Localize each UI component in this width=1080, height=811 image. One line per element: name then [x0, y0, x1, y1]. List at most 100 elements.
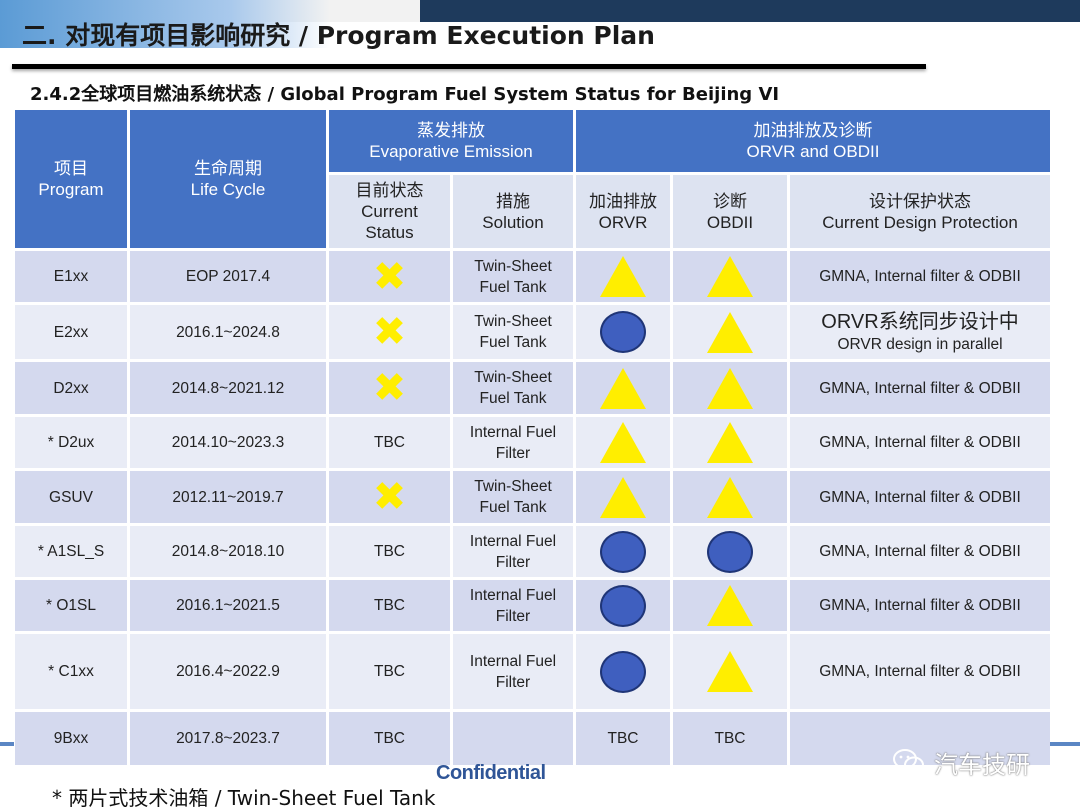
cell-current-status: TBC: [326, 709, 453, 768]
cell-solution: Internal Fuel Filter: [450, 523, 576, 580]
header-lifecycle-zh: 生命周期: [194, 159, 262, 178]
header-solution-en: Solution: [482, 212, 544, 232]
triangle-icon: [707, 311, 753, 353]
header-design-protection: 设计保护状态 Current Design Protection: [786, 172, 1054, 251]
cell-program: * A1SL_S: [12, 523, 130, 580]
cell-design-protection: [786, 709, 1054, 768]
cell-current-status: TBC: [326, 523, 453, 580]
header-evaporative: 蒸发排放 Evaporative Emission: [326, 107, 576, 175]
table-row: * C1xx 2016.4~2022.9 TBC Internal Fuel Filte…: [12, 631, 1054, 712]
top-band-accent: [0, 0, 330, 48]
triangle-icon: [707, 476, 753, 518]
cross-mark-icon: ✖: [372, 365, 407, 411]
solution-line: Twin-Sheet: [474, 369, 552, 386]
cell-lifecycle: 2016.1~2021.5: [127, 577, 329, 634]
table-row: E1xx EOP 2017.4 ✖ Twin-Sheet Fuel Tank GMNA, …: [12, 248, 1054, 305]
header-evap-zh: 蒸发排放: [417, 121, 485, 140]
triangle-icon: [600, 422, 646, 463]
page-title: 二. 对现有项目影响研究 / Program Execution Plan: [22, 21, 655, 50]
triangle-icon: [600, 476, 646, 518]
circle-icon: [600, 311, 646, 353]
cell-solution: Twin-Sheet Fuel Tank: [450, 248, 576, 305]
table-row: GSUV 2012.11~2019.7 ✖ Twin-Sheet Fuel Tank GM…: [12, 468, 1054, 526]
solution-line: Twin-Sheet: [474, 478, 552, 495]
cell-current-status: ✖: [326, 359, 453, 417]
table-row: * A1SL_S 2014.8~2018.10 TBC Internal Fuel Fi…: [12, 523, 1054, 580]
section-title: 2.4.2全球项目燃油系统状态 / Global Program Fuel Sy…: [30, 84, 780, 105]
header-orvr-obd-zh: 加油排放及诊断: [753, 121, 873, 140]
table-row: * O1SL 2016.1~2021.5 TBC Internal Fuel Filte…: [12, 577, 1054, 634]
triangle-icon: [600, 256, 646, 297]
wechat-icon: [893, 749, 924, 774]
cell-design-protection: GMNA, Internal filter & ODBII: [786, 359, 1054, 417]
cell-program: 9Bxx: [12, 709, 130, 768]
header-current-en-1: Current: [361, 202, 418, 221]
solution-line: Filter: [495, 607, 531, 625]
cell-orvr: [573, 523, 673, 580]
solution-line: Internal Fuel: [469, 586, 557, 604]
header-solution-zh: 措施: [496, 191, 530, 211]
cell-solution: Internal Fuel Filter: [450, 631, 576, 712]
cell-program: * C1xx: [12, 631, 130, 712]
cell-obd: [670, 414, 790, 471]
cell-lifecycle: 2016.4~2022.9: [127, 631, 329, 712]
table-body: E1xx EOP 2017.4 ✖ Twin-Sheet Fuel Tank GMNA, …: [12, 248, 1054, 768]
header-program-en: Program: [38, 180, 104, 199]
cell-design-protection: GMNA, Internal filter & ODBII: [786, 414, 1054, 471]
header-current-en-2: Status: [365, 223, 414, 242]
cell-orvr: [573, 248, 673, 305]
cell-obd: [670, 248, 790, 305]
table-row: E2xx 2016.1~2024.8 ✖ Twin-Sheet Fuel Tank ORV…: [12, 302, 1054, 362]
watermark: 汽车技研: [892, 745, 1052, 779]
cell-lifecycle: 2014.10~2023.3: [127, 414, 329, 471]
cross-mark-icon: ✖: [372, 474, 407, 520]
confidential-label: Confidential: [436, 762, 546, 784]
header-lifecycle-en: Life Cycle: [190, 180, 266, 199]
triangle-icon: [600, 367, 646, 409]
cell-obd: [670, 631, 790, 712]
cell-program: D2xx: [12, 359, 130, 417]
cell-lifecycle: EOP 2017.4: [127, 248, 329, 305]
cell-program: GSUV: [12, 468, 130, 526]
title-divider: [12, 64, 926, 69]
bottom-divider-left: [0, 742, 14, 746]
triangle-icon: [707, 367, 753, 409]
table-row: * D2ux 2014.10~2023.3 TBC Internal Fuel Filt…: [12, 414, 1054, 471]
header-orvr-zh: 加油排放: [589, 191, 657, 211]
header-obd-en: OBDII: [706, 212, 754, 232]
cell-obd: [670, 523, 790, 580]
cell-design-protection: GMNA, Internal filter & ODBII: [786, 468, 1054, 526]
circle-icon: [600, 530, 646, 573]
cell-orvr: [573, 359, 673, 417]
header-obd-zh: 诊断: [713, 191, 747, 211]
cell-program: * D2ux: [12, 414, 130, 471]
cell-solution: Twin-Sheet Fuel Tank: [450, 359, 576, 417]
cell-orvr: [573, 414, 673, 471]
bottom-divider-right: [1050, 742, 1080, 746]
header-lifecycle: 生命周期 Life Cycle: [127, 107, 329, 251]
cell-solution: Twin-Sheet Fuel Tank: [450, 302, 576, 362]
cell-current-status: TBC: [326, 577, 453, 634]
cross-mark-icon: ✖: [372, 253, 407, 300]
cell-design-protection: ORVR系统同步设计中 ORVR design in parallel: [786, 302, 1054, 362]
cell-lifecycle: 2014.8~2021.12: [127, 359, 329, 417]
solution-line: Filter: [495, 673, 531, 691]
cell-obd: [670, 302, 790, 362]
triangle-icon: [707, 651, 753, 692]
cell-current-status: ✖: [326, 468, 453, 526]
solution-line: Fuel Tank: [479, 278, 547, 296]
header-orvr-obd-en: ORVR and OBDII: [746, 142, 880, 161]
cell-program: E1xx: [12, 248, 130, 305]
header-program-zh: 项目: [54, 159, 88, 178]
cell-lifecycle: 2017.8~2023.7: [127, 709, 329, 768]
cell-lifecycle: 2016.1~2024.8: [127, 302, 329, 362]
cross-mark-icon: ✖: [372, 309, 407, 355]
header-design-en: Current Design Protection: [822, 212, 1018, 232]
cell-lifecycle: 2012.11~2019.7: [127, 468, 329, 526]
cell-program: * O1SL: [12, 577, 130, 634]
circle-icon: [707, 530, 753, 573]
cell-orvr: TBC: [573, 709, 673, 768]
solution-line: Fuel Tank: [479, 390, 547, 407]
cell-current-status: ✖: [326, 248, 453, 305]
top-band-dark: [420, 0, 1080, 22]
